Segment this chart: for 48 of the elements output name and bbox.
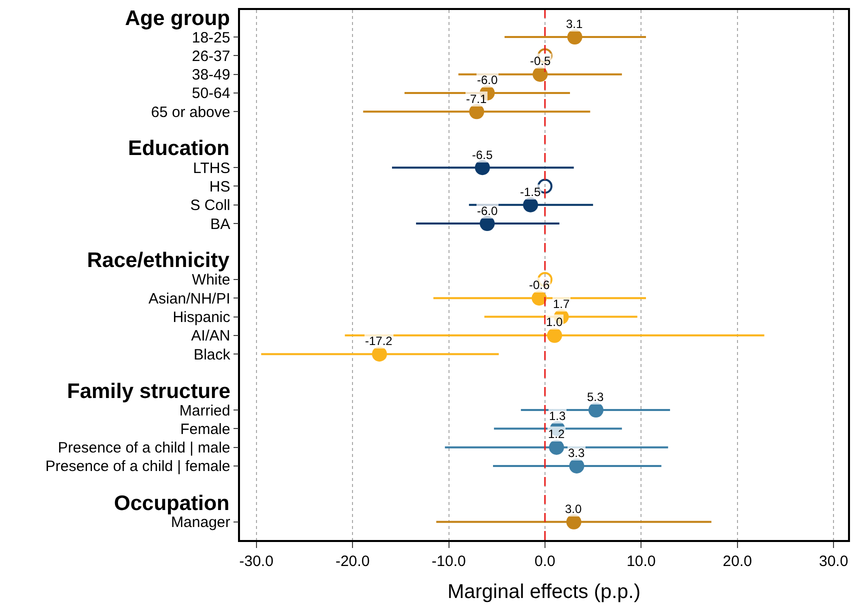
y-tick-label: Family structure xyxy=(67,380,230,403)
x-tick-label: 0.0 xyxy=(534,552,556,570)
y-tick-label: Age group xyxy=(125,7,230,30)
y-tick-label: 65 or above xyxy=(151,104,230,121)
x-tick-label: -10.0 xyxy=(432,552,466,570)
y-tick-label: Hispanic xyxy=(172,309,231,326)
y-tick-label: Female xyxy=(180,420,230,438)
data-label: -1.5 xyxy=(520,185,542,199)
y-tick-label: White xyxy=(192,272,230,289)
data-label: 5.3 xyxy=(587,390,604,404)
data-label: 1.0 xyxy=(546,315,564,329)
data-label: 3.0 xyxy=(565,502,582,516)
y-tick-label: Education xyxy=(128,137,230,160)
y-tick-label: 26-37 xyxy=(192,48,230,65)
y-tick-label: AI/AN xyxy=(191,328,230,345)
y-tick-label: Race/ethnicity xyxy=(87,249,230,272)
data-label: -0.5 xyxy=(530,54,552,68)
y-tick-label: Presence of a child | male xyxy=(58,440,230,457)
data-label: 3.3 xyxy=(568,446,586,460)
y-tick-label: BA xyxy=(210,216,230,233)
data-label: -7.1 xyxy=(466,92,488,106)
data-label: 1.7 xyxy=(553,297,570,311)
data-label: -6.5 xyxy=(472,148,494,162)
data-label: 1.2 xyxy=(548,427,566,441)
x-tick-label: 20.0 xyxy=(722,552,752,570)
y-tick-label: 18-25 xyxy=(192,29,230,46)
y-tick-label: HS xyxy=(209,178,230,196)
x-tick-label: -30.0 xyxy=(239,552,274,570)
y-tick-label: Married xyxy=(179,402,230,420)
data-label: 3.1 xyxy=(566,17,584,31)
data-label: -6.0 xyxy=(477,204,498,218)
y-tick-label: Asian/NH/PI xyxy=(148,290,230,308)
y-tick-label: LTHS xyxy=(193,160,230,177)
x-tick-label: 10.0 xyxy=(626,552,656,570)
data-label: -17.2 xyxy=(365,334,393,348)
x-tick-label: 30.0 xyxy=(818,552,848,570)
data-label: -0.6 xyxy=(529,278,550,292)
y-tick-label: Occupation xyxy=(114,492,230,515)
data-label: 1.3 xyxy=(549,409,566,423)
x-axis-title: Marginal effects (p.p.) xyxy=(447,580,641,603)
y-tick-label: 38-49 xyxy=(192,66,230,84)
y-tick-label: S Coll xyxy=(190,197,230,214)
y-tick-label: Presence of a child | female xyxy=(45,458,230,476)
x-tick-label: -20.0 xyxy=(335,552,370,570)
y-tick-label: Black xyxy=(194,346,231,364)
data-label: -6.0 xyxy=(477,73,498,87)
y-tick-label: 50-64 xyxy=(192,85,230,102)
y-tick-label: Manager xyxy=(171,514,230,532)
